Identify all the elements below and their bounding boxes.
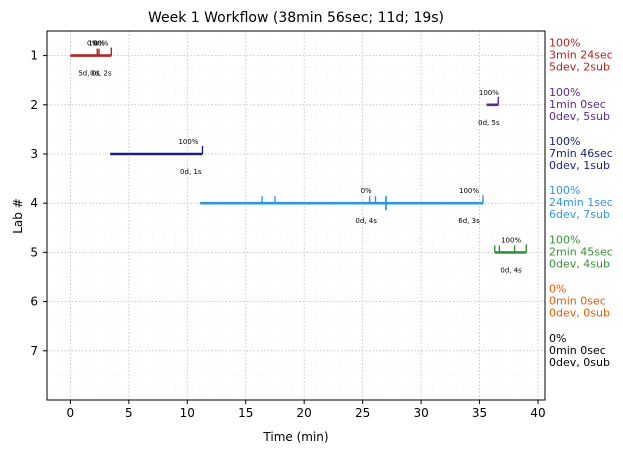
x-tick-label: 5: [125, 406, 133, 420]
x-tick-label: 20: [297, 406, 312, 420]
lab-4-sub-label: 0d, 4s: [355, 217, 377, 225]
lab-7-summary-line: 0%: [549, 332, 566, 345]
lab-3-sub-label: 0d, 1s: [180, 168, 202, 176]
x-tick-label: 25: [355, 406, 370, 420]
lab-5-summary-line: 100%: [549, 233, 580, 246]
x-tick-label: 10: [180, 406, 195, 420]
lab-3-summary-line: 0dev, 1sub: [549, 159, 610, 172]
lab-4-pct-label: 100%: [459, 187, 479, 195]
y-tick-label: 4: [30, 196, 38, 210]
lab-3-summary-line: 100%: [549, 135, 580, 148]
lab-1-pct-label: 0%: [93, 40, 104, 48]
x-tick-label: 15: [238, 406, 253, 420]
lab-5-summary-line: 0dev, 4sub: [549, 257, 610, 270]
lab-5-pct-label: 100%: [501, 236, 521, 244]
y-tick-label: 1: [30, 49, 38, 63]
y-axis-label: Lab #: [11, 198, 25, 234]
y-tick-label: 6: [30, 295, 38, 309]
lab-1-pct-label: 100%: [88, 40, 108, 48]
lab-6-summary-line: 0min 0sec: [549, 295, 606, 308]
x-tick-label: 0: [67, 406, 75, 420]
lab-7-summary-line: 0dev, 0sub: [549, 356, 610, 369]
lab-7-summary-line: 0min 0sec: [549, 344, 606, 357]
lab-1-pct-label: 0%: [87, 40, 98, 48]
lab-2-pct-label: 100%: [479, 89, 499, 97]
lab-4-pct-label: 0%: [361, 187, 372, 195]
plot-frame: [46, 30, 546, 401]
lab-4-summary-line: 6dev, 7sub: [549, 208, 610, 221]
x-tick-label: 30: [413, 406, 428, 420]
ticks-layer: 0 5 10 15 20 25 30 35 40 1 2 3 4 5 6 7: [30, 49, 545, 420]
x-tick-label: 40: [530, 406, 545, 420]
lab-4-summary-line: 100%: [549, 184, 580, 197]
lab-2-summary-line: 100%: [549, 86, 580, 99]
y-tick-label: 7: [30, 344, 38, 358]
lab-1-sub-label: 5d, 0s: [78, 70, 100, 78]
grid-layer: [46, 31, 545, 400]
chart-title: Week 1 Workflow (38min 56sec; 11d; 19s): [148, 10, 444, 26]
lab-4-sub-label: 6d, 3s: [458, 217, 480, 225]
x-tick-label: 35: [472, 406, 487, 420]
lab-1-summary-line: 100%: [549, 37, 580, 50]
x-axis-label: Time (min): [262, 430, 328, 444]
y-tick-label: 3: [30, 147, 38, 161]
y-tick-label: 2: [30, 98, 38, 112]
lab-5-summary-line: 2min 45sec: [549, 245, 613, 258]
lab-1-sub-label: 0d, 2s: [90, 70, 112, 78]
lab-5-sub-label: 0d, 4s: [500, 266, 522, 274]
y-tick-label: 5: [30, 245, 38, 259]
lab-6-summary-line: 0%: [549, 283, 566, 296]
lab-1-summary-line: 3min 24sec: [549, 49, 613, 62]
lab-2-sub-label: 0d, 5s: [478, 119, 500, 127]
lab-2-summary-line: 1min 0sec: [549, 98, 606, 111]
lab-1-summary-line: 5dev, 2sub: [549, 61, 610, 74]
lab-6-summary-line: 0dev, 0sub: [549, 307, 610, 320]
lab-3-summary-line: 7min 46sec: [549, 147, 613, 160]
lab-3-pct-label: 100%: [178, 138, 198, 146]
lab-4-summary-line: 24min 1sec: [549, 196, 613, 209]
lab-2-summary-line: 0dev, 5sub: [549, 110, 610, 123]
